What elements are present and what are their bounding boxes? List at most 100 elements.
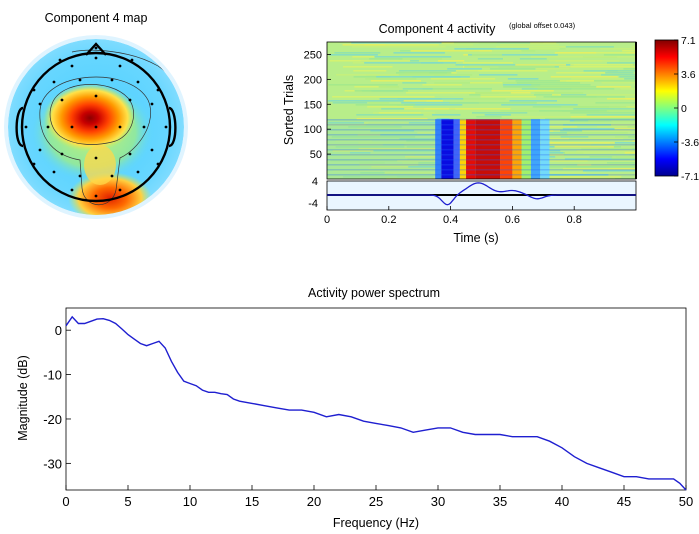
heatmap-response-band [327,119,636,179]
trace-tick-4: 4 [312,176,318,188]
heatmap-streak [528,48,560,50]
heatmap-streak [628,136,636,138]
heatmap-streak [380,134,440,136]
topomap-lower-stem [84,145,116,185]
heatmap-streak [556,160,636,162]
spectrum-xtick-label: 20 [307,494,321,509]
heatmap-streak [631,46,636,48]
heatmap-streak [432,114,461,116]
heatmap-streak [536,164,579,166]
heatmap-streak [531,56,621,58]
heatmap-streak [558,66,636,68]
electrode-dot [38,148,42,152]
heatmap-streak [378,112,421,114]
erp-trace-line [327,182,636,206]
heatmap-streak [609,142,636,144]
heatmap-streak [481,116,553,118]
heatmap-streak [480,94,534,96]
heatmap-streak [624,78,636,80]
heatmap-streak [449,118,540,120]
heatmap-streak [562,124,612,126]
heatmap-streak [365,124,395,126]
electrode-dot [110,174,114,178]
topomap-right-ear [168,106,177,148]
electrode-dot [118,64,122,68]
heatmap-streak [397,104,463,106]
heatmap-streak [332,96,416,98]
heatmap-streak [477,58,504,60]
heatmap-streak [354,86,399,88]
electrode-dot [32,88,36,92]
heatmap-streak [433,74,473,76]
spectrum-axes: 0 5 10 15 20 25 30 35 40 45 50 0 -10 -20 -30 [43,323,693,509]
electrode-dot [94,125,98,129]
heatmap-streak [471,112,528,114]
trial-axis-label: Sorted Trials [282,75,296,145]
heatmap-streak [563,176,622,178]
heatmap-streak [329,60,411,62]
heatmap-streak [376,76,470,78]
time-tick-label: 0.8 [567,214,582,226]
heatmap-streak [359,164,419,166]
heatmap-streak [619,76,636,78]
heatmap-streak [635,104,636,106]
heatmap-streak [581,148,633,150]
heatmap-streak [385,44,439,46]
time-tick-label: 0.4 [443,214,458,226]
trial-tick-label: 100 [304,124,322,136]
heatmap-streak [454,48,529,50]
heatmap-streak [490,68,536,70]
heatmap-streak [356,118,428,120]
heatmap-streak [360,172,393,174]
electrode-dot [94,156,98,160]
heatmap-streak [502,84,541,86]
heatmap-streak [632,140,636,142]
heatmap-streak [358,148,453,150]
time-tick-label: 0.6 [505,214,520,226]
heatmap-streak [548,60,620,62]
heatmap-streak [576,150,636,152]
heatmap-streak [516,82,581,84]
heatmap-streak [361,90,409,92]
spectrum-xtick-label: 30 [431,494,445,509]
electrode-dot [70,125,74,129]
heatmap-streak [366,74,445,76]
heatmap-streak [534,46,578,48]
heatmap-streak [479,74,518,76]
heatmap-streak [398,58,442,60]
topomap-contour-1 [49,84,134,145]
erpimage-subtitle: (global offset 0.043) [509,21,576,30]
heatmap-streak [341,154,415,156]
heatmap-streak [583,174,636,176]
response-band-segment [530,119,541,179]
electrode-dot [70,64,74,68]
response-band-stripe [327,169,636,171]
heatmap-streak [333,170,381,172]
electrode-dot [52,80,56,84]
response-band-stripe [327,139,636,141]
heatmap-streak [352,56,374,58]
heatmap-streak [550,76,618,78]
heatmap-streak [468,64,567,66]
heatmap-streak [603,54,636,56]
heatmap-streak [496,46,543,48]
trace-tick-neg4: -4 [308,198,318,210]
trial-tick-label: 200 [304,74,322,86]
response-band-stripe [327,174,636,176]
heatmap-streak [393,52,445,54]
electrode-dot [78,78,82,82]
electrode-dot [32,162,36,166]
heatmap-streak [402,88,433,90]
heatmap-streak [330,160,398,162]
trial-tick-label: 150 [304,99,322,111]
heatmap-streak [545,118,636,120]
heatmap-streak [588,120,636,122]
electrode-dot [110,78,114,82]
heatmap-streak [620,88,636,90]
electrode-dot [94,56,98,60]
heatmap-streak [327,122,365,124]
colorbar-tick-label: 7.1 [681,35,696,47]
heatmap-streak [509,100,557,102]
heatmap-streak [531,176,592,178]
electrode-dot [136,80,140,84]
